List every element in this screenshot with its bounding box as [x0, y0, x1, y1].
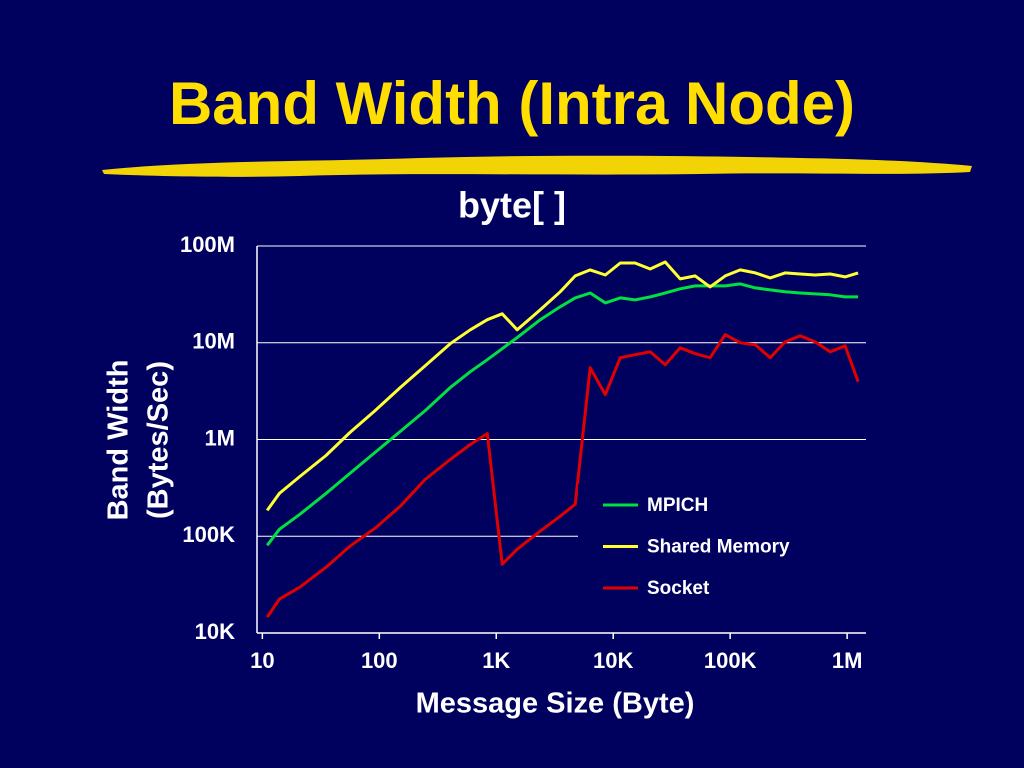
x-tick-label: 10	[250, 648, 274, 673]
legend-label: MPICH	[647, 495, 708, 516]
y-axis-label: Band Width	[103, 360, 135, 521]
x-tick-label: 100	[361, 648, 398, 673]
title-underline	[102, 155, 972, 177]
chart-title: byte[ ]	[458, 185, 566, 226]
y-axis-label: (Bytes/Sec)	[143, 361, 175, 519]
y-tick-label: 100K	[182, 522, 235, 547]
x-tick-label: 1M	[832, 648, 863, 673]
legend-label: Socket	[647, 578, 710, 599]
series-line	[265, 260, 859, 512]
x-tick-label: 100K	[704, 648, 757, 673]
series-line	[265, 333, 860, 618]
slide-title: Band Width (Intra Node)	[169, 70, 855, 137]
series-line	[266, 282, 859, 547]
y-tick-label: 10M	[192, 329, 235, 354]
y-tick-label: 100M	[180, 232, 235, 257]
x-axis-label: Message Size (Byte)	[416, 688, 695, 720]
x-tick-label: 1K	[482, 648, 510, 673]
legend-box	[578, 484, 866, 620]
y-tick-label: 10K	[195, 619, 235, 644]
x-tick-label: 10K	[593, 648, 633, 673]
y-tick-label: 1M	[204, 425, 235, 450]
legend-label: Shared Memory	[647, 537, 790, 558]
